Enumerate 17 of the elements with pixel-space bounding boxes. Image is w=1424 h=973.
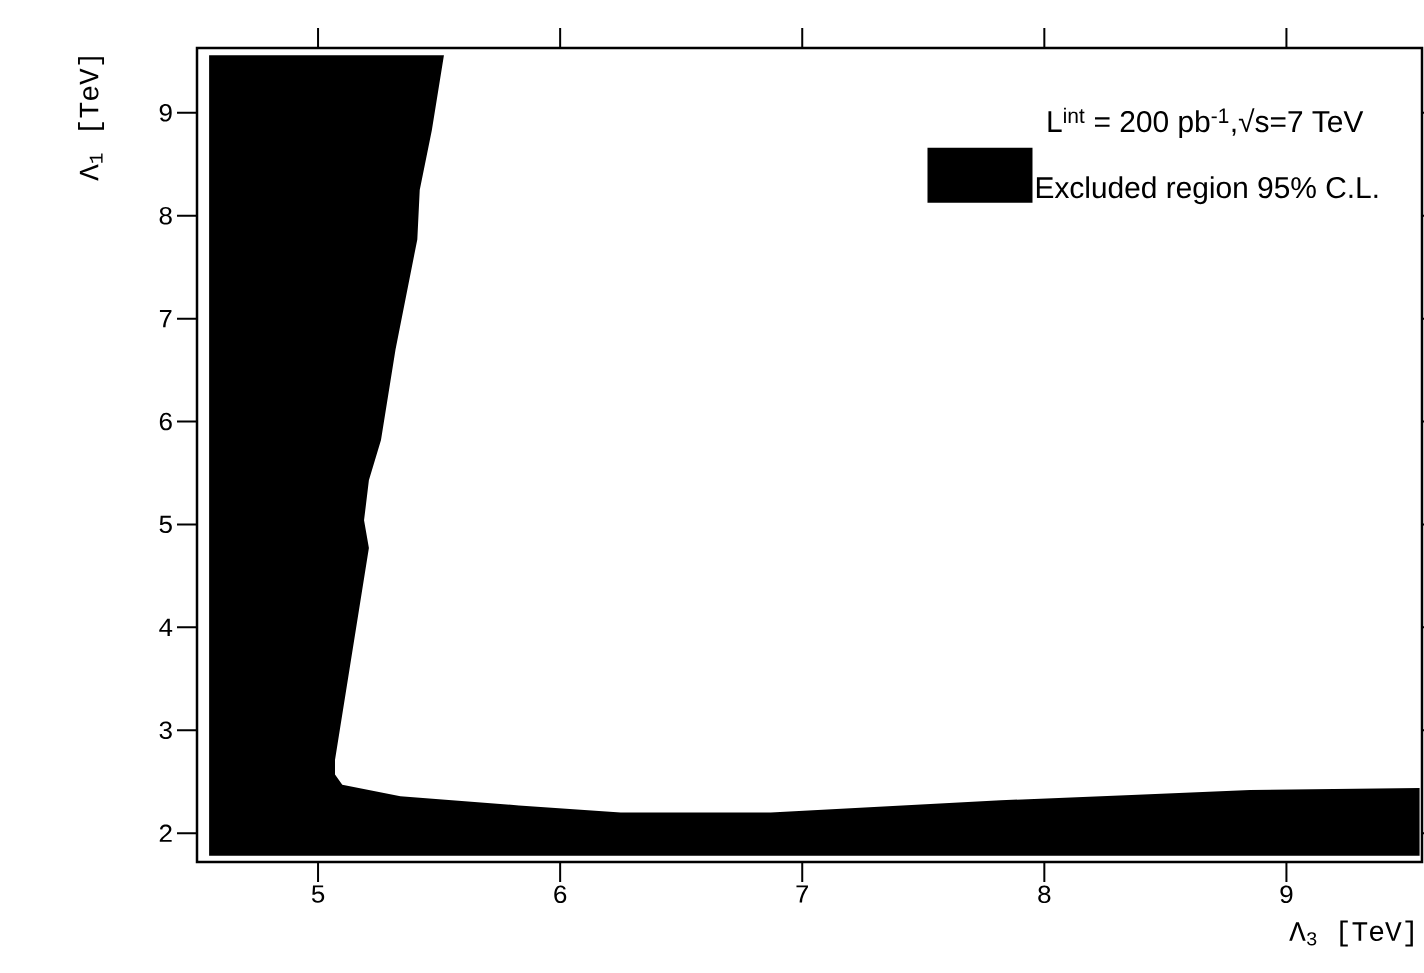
legend-label: Excluded region 95% C.L. (1036, 176, 1378, 205)
text: Λ$_{1}$ [TeV] (78, 57, 105, 181)
y-tick-label: 5 (159, 515, 172, 534)
x-tick-label: 9 (1280, 885, 1293, 904)
y-tick-label: 4 (159, 618, 173, 636)
y-tick-label: 3 (159, 721, 172, 740)
annotation: L$^{int}$ = 200 pb$^{-1}$,√s=7 TeV (1048, 107, 1364, 139)
y-tick-label: 6 (159, 412, 172, 431)
x-tick-label: 8 (1038, 885, 1051, 904)
y-tick-label: 2 (159, 824, 172, 842)
x-tick-label: 7 (796, 885, 808, 903)
y-tick-label: 8 (159, 206, 172, 225)
y-tick-label: 9 (159, 104, 172, 122)
y-tick-label: 7 (159, 310, 172, 328)
x-tick-label: 6 (554, 885, 567, 904)
text: Λ$_{3}$ [TeV] (1289, 920, 1413, 947)
x-tick-label: 5 (311, 885, 325, 903)
